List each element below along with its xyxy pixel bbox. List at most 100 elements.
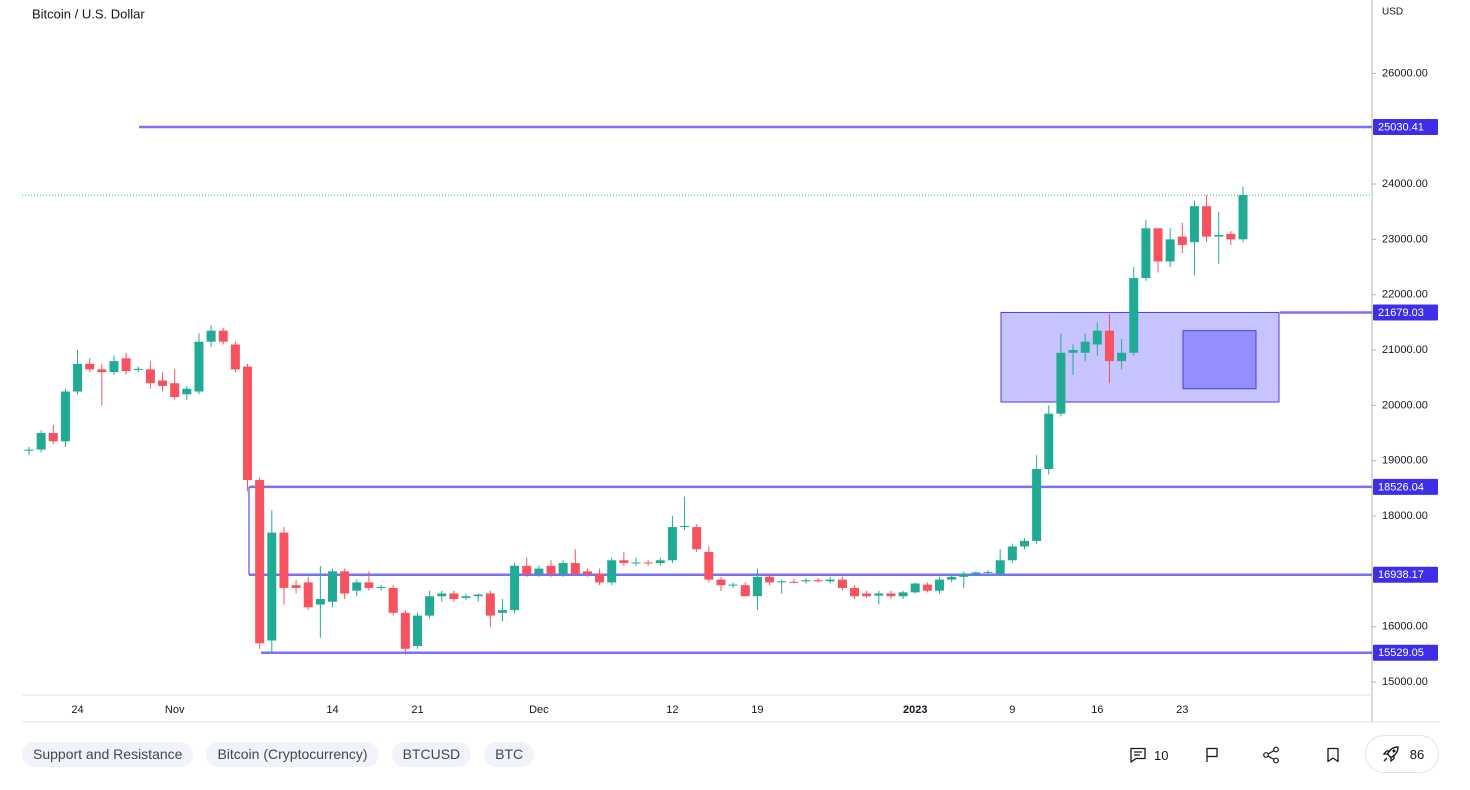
x-tick-label: 9 — [1009, 704, 1015, 716]
x-tick-label: 12 — [666, 704, 678, 716]
level-price-label: 15529.05 — [1378, 647, 1424, 659]
comments-button[interactable]: 10 — [1128, 743, 1168, 767]
comments-count: 10 — [1154, 747, 1169, 763]
candle-body — [303, 582, 313, 608]
candle-body — [789, 581, 799, 583]
candle-body — [230, 344, 240, 370]
bookmark-button[interactable] — [1323, 743, 1343, 767]
candle-body — [704, 551, 714, 580]
comment-icon — [1130, 747, 1146, 763]
candle-body — [425, 596, 435, 616]
candle-body — [1165, 239, 1175, 262]
candle-body — [619, 560, 629, 564]
candle-body — [995, 560, 1005, 575]
candle-body — [473, 594, 483, 597]
level-price-box — [1373, 119, 1438, 136]
candle-body — [1056, 352, 1066, 414]
x-tick-label: Dec — [529, 704, 549, 716]
y-tick-label: 26000.00 — [1382, 67, 1428, 79]
candle-body — [352, 582, 362, 591]
candle-body — [728, 584, 738, 586]
candle-body — [279, 532, 289, 588]
candle-body — [777, 581, 787, 583]
candle-body — [631, 562, 641, 564]
y-tick-label: 22000.00 — [1382, 289, 1428, 301]
y-tick-label: 18000.00 — [1382, 510, 1428, 522]
candle-body — [1044, 413, 1054, 469]
candle-body — [837, 579, 847, 588]
x-tick-label: 16 — [1091, 704, 1103, 716]
level-price-box — [1373, 304, 1438, 321]
candle-body — [680, 525, 690, 528]
flag-button[interactable] — [1202, 743, 1222, 767]
candle-body — [1202, 206, 1212, 237]
candle-body — [267, 532, 277, 641]
candle-body — [376, 586, 386, 588]
candle-body — [73, 363, 83, 392]
candle-body — [449, 593, 459, 600]
level-price-box — [1373, 478, 1438, 495]
level-price-label: 21679.03 — [1378, 307, 1424, 319]
candle-body — [570, 563, 580, 575]
y-tick-label: 19000.00 — [1382, 455, 1428, 467]
candle-body — [582, 571, 592, 575]
share-button[interactable] — [1261, 743, 1281, 767]
candle-body — [194, 341, 204, 392]
candle-body — [1141, 228, 1151, 279]
candle-body — [522, 565, 532, 575]
x-tick-label: Nov — [165, 704, 185, 716]
x-tick-label: 19 — [751, 704, 763, 716]
candle-body — [97, 369, 107, 373]
candle-body — [667, 527, 677, 561]
tag-list: Support and Resistance Bitcoin (Cryptocur… — [22, 742, 535, 767]
boost-button[interactable]: 86 — [1365, 735, 1439, 773]
candle-body — [1238, 195, 1248, 240]
candle-body — [935, 579, 944, 591]
candle-body — [813, 580, 823, 582]
candle-body — [765, 576, 775, 583]
x-tick-label: 23 — [1176, 704, 1188, 716]
candle-body — [971, 572, 981, 575]
tag[interactable]: BTC — [484, 742, 535, 767]
x-tick-label: 14 — [326, 704, 338, 716]
tag[interactable]: BTCUSD — [391, 742, 472, 767]
candle-body — [133, 368, 143, 370]
candle-body — [510, 565, 520, 611]
candle-body — [752, 576, 762, 597]
candle-body — [716, 579, 726, 586]
candle-body — [315, 599, 325, 605]
candle-body — [1214, 234, 1224, 237]
candle-body — [1104, 330, 1114, 362]
y-tick-label: 21000.00 — [1382, 344, 1428, 356]
candle-body — [546, 565, 556, 575]
y-tick-label: 24000.00 — [1382, 178, 1428, 190]
candle-body — [206, 330, 216, 342]
tag[interactable]: Bitcoin (Cryptocurrency) — [206, 742, 379, 767]
rocket-icon — [1382, 746, 1399, 763]
candle-body — [1129, 278, 1139, 353]
y-tick-label: 16000.00 — [1382, 621, 1428, 633]
tag[interactable]: Support and Resistance — [22, 742, 194, 767]
candle-body — [825, 579, 835, 582]
candle-body — [1019, 540, 1029, 547]
y-tick-label: 23000.00 — [1382, 233, 1428, 245]
candle-body — [364, 582, 374, 588]
candle-body — [48, 433, 58, 442]
candle-body — [255, 480, 265, 644]
candle-body — [158, 380, 168, 386]
candle-body — [850, 587, 860, 597]
x-tick-label: 24 — [71, 704, 83, 716]
candle-body — [497, 610, 507, 613]
candle-body — [109, 361, 119, 373]
candle-body — [1177, 236, 1187, 245]
candle-body — [1080, 341, 1090, 353]
candle-body — [947, 576, 957, 580]
candle-body — [655, 560, 665, 564]
level-price-box — [1373, 644, 1438, 661]
candle-body — [340, 571, 350, 594]
boosts-count: 86 — [1409, 746, 1425, 762]
y-tick-label: 15000.00 — [1382, 676, 1428, 688]
candle-body — [60, 391, 70, 442]
candle-body — [328, 571, 337, 602]
